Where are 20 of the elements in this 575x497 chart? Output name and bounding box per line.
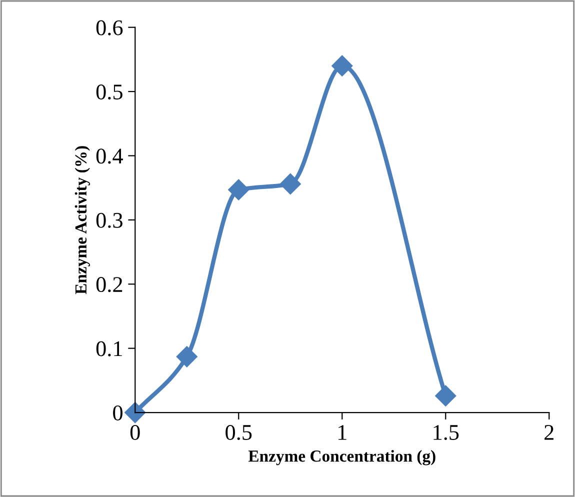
y-tick-label: 0: [113, 405, 122, 420]
y-tick-label: 0.1: [96, 341, 122, 356]
point: [228, 179, 250, 200]
x-tick-label: 0.5: [226, 424, 252, 440]
point: [176, 346, 198, 368]
point: [124, 402, 146, 424]
x-tick-label: 0: [130, 424, 140, 440]
x-tick-label: 2: [544, 425, 554, 440]
point: [280, 173, 301, 194]
point: [435, 385, 456, 406]
point: [332, 55, 353, 76]
x-tick-label: 1: [338, 425, 346, 440]
x-axis-title: Enzyme Concentration (g): [248, 450, 436, 466]
y-tick-label: 0.4: [96, 148, 123, 164]
y-tick-label: 0.2: [96, 277, 122, 292]
y-tick-label: 0.3: [96, 212, 122, 228]
y-tick-label: 0.6: [96, 20, 123, 36]
x-tick-label: 1.5: [434, 425, 459, 440]
y-tick-label: 0.5: [96, 84, 122, 100]
y-axis-title: Enzyme Activity (%): [74, 146, 90, 294]
